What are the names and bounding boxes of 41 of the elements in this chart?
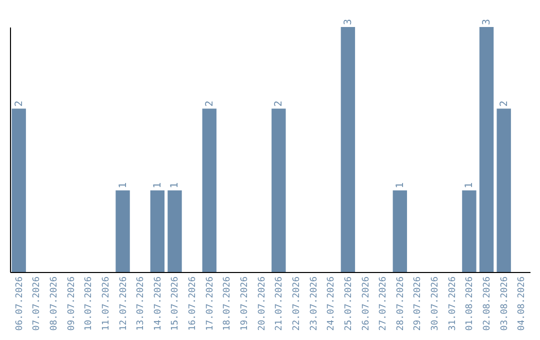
- x-tick-label: 16.07.2026: [188, 276, 198, 331]
- data-label: 1: [170, 182, 181, 188]
- x-tick-label: 09.07.2026: [66, 276, 77, 331]
- x-tick-label: 31.07.2026: [448, 276, 458, 331]
- x-tick-label: 20.07.2026: [257, 276, 268, 331]
- x-tick-label: 08.07.2026: [49, 276, 60, 331]
- x-tick-label: 07.07.2026: [32, 276, 42, 331]
- x-tick-label: 11.07.2026: [101, 276, 112, 331]
- x-tick-label: 21.07.2026: [274, 276, 285, 331]
- x-tick-label: 18.07.2026: [222, 276, 233, 331]
- x-tick-label: 30.07.2026: [430, 276, 441, 331]
- data-label: 1: [394, 182, 406, 188]
- data-label: 2: [14, 100, 25, 107]
- x-tick-label: 03.08.2026: [500, 276, 510, 331]
- data-label: 1: [118, 182, 129, 188]
- x-tick-label: 24.07.2026: [326, 276, 337, 331]
- x-tick-label: 26.07.2026: [361, 276, 372, 331]
- x-tick-label: 19.07.2026: [240, 276, 250, 331]
- data-label: 3: [482, 18, 493, 25]
- data-label: 1: [464, 182, 476, 188]
- x-tick-label: 22.07.2026: [292, 276, 302, 331]
- data-label: 3: [342, 18, 354, 25]
- x-tick-label: 28.07.2026: [396, 276, 406, 331]
- data-label: 1: [152, 182, 164, 188]
- x-tick-label: 01.08.2026: [465, 276, 476, 331]
- x-tick-label: 04.08.2026: [517, 276, 528, 331]
- x-tick-label: 14.07.2026: [153, 276, 164, 331]
- x-tick-label: 25.07.2026: [344, 276, 354, 331]
- x-tick-label: 12.07.2026: [118, 276, 129, 331]
- x-tick-label: 13.07.2026: [136, 276, 146, 331]
- data-label: 2: [274, 100, 285, 107]
- x-tick-label: 23.07.2026: [309, 276, 320, 331]
- x-tick-label: 15.07.2026: [170, 276, 181, 331]
- x-tick-label: 27.07.2026: [378, 276, 389, 331]
- data-label: 2: [498, 100, 510, 107]
- x-tick-label: 02.08.2026: [482, 276, 493, 331]
- x-tick-label: 06.07.2026: [14, 276, 25, 331]
- x-tick-label: 29.07.2026: [413, 276, 424, 331]
- x-tick-label: 17.07.2026: [205, 276, 216, 331]
- x-tick-label: 10.07.2026: [84, 276, 94, 331]
- data-label: 2: [204, 100, 216, 107]
